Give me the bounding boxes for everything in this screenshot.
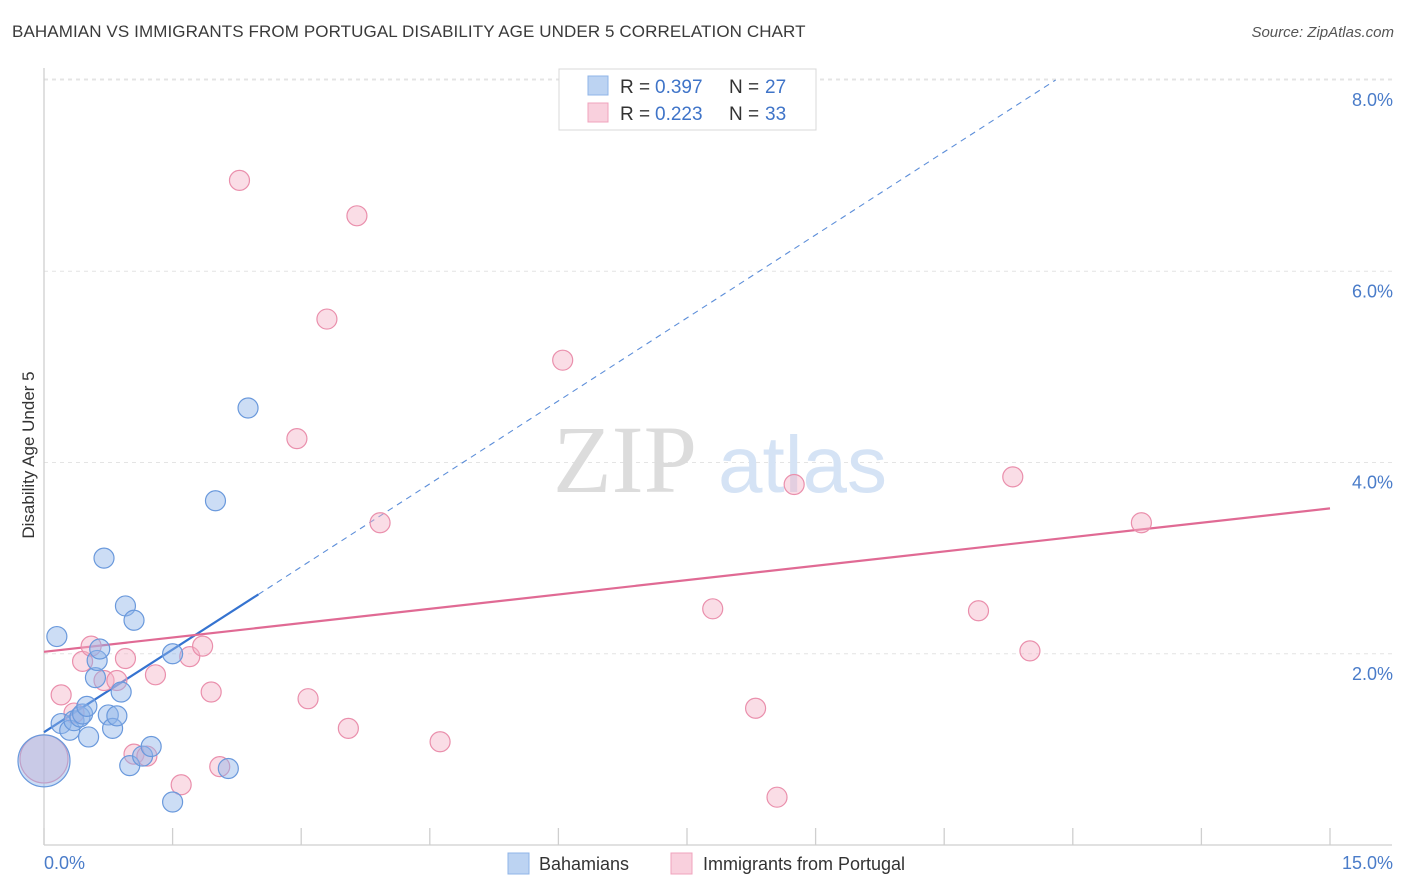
point-bahamians-26 — [237, 397, 259, 419]
x-tick-min: 0.0% — [44, 853, 85, 873]
point-portugal-7 — [114, 647, 137, 670]
stats-legend: R = 0.397 N = 27 R = 0.223 N = 33 — [558, 68, 817, 131]
point-portugal-32 — [1130, 512, 1152, 534]
point-portugal-23 — [429, 731, 451, 753]
legend-r-label-1: R = — [620, 77, 650, 98]
x-tick-max: 15.0% — [1342, 853, 1393, 873]
point-bahamians-19 — [123, 609, 145, 631]
point-portugal-24 — [552, 349, 574, 371]
point-portugal-25 — [702, 598, 724, 620]
series-legend-label-portugal: Immigrants from Portugal — [703, 854, 905, 874]
point-portugal-30 — [1002, 466, 1024, 488]
point-portugal-18 — [297, 688, 319, 710]
gridlines — [44, 78, 1392, 655]
source-label: Source: ZipAtlas.com — [1251, 24, 1394, 41]
point-bahamians-15 — [106, 705, 128, 727]
point-portugal-19 — [316, 308, 338, 330]
legend-swatch-bahamians — [587, 75, 609, 96]
watermark-atlas: atlas — [718, 420, 887, 509]
point-portugal-22 — [369, 512, 391, 534]
point-portugal-6 — [106, 669, 128, 692]
legend-n-label-2: N = — [729, 104, 759, 125]
point-bahamians-14 — [101, 717, 124, 739]
trend-line-0 — [43, 593, 259, 734]
legend-swatch-portugal — [587, 102, 609, 123]
chart-title: BAHAMIAN VS IMMIGRANTS FROM PORTUGAL DIS… — [12, 22, 806, 41]
point-bahamians-2 — [50, 712, 72, 735]
x-axis-ticks — [43, 828, 1331, 845]
series-legend: Bahamians Immigrants from Portugal — [507, 852, 905, 875]
point-portugal-20 — [337, 717, 359, 739]
point-portugal-11 — [170, 774, 192, 796]
point-bahamians-12 — [93, 547, 115, 569]
point-bahamians-22 — [162, 643, 184, 665]
point-bahamians-23 — [162, 791, 184, 813]
point-bahamians-8 — [76, 695, 98, 717]
point-bahamians-4 — [63, 710, 85, 732]
point-bahamians-25 — [217, 757, 239, 780]
data-points — [17, 169, 1152, 813]
point-portugal-15 — [209, 755, 231, 778]
y-tick-labels: 2.0% 4.0% 6.0% 8.0% — [1352, 90, 1393, 684]
point-bahamians-24 — [204, 490, 227, 512]
point-portugal-14 — [200, 681, 222, 703]
legend-r-label-2: R = — [620, 104, 650, 125]
trend-line-extension-0 — [258, 79, 1056, 595]
legend-n-label-1: N = — [729, 77, 759, 98]
point-bahamians-5 — [69, 706, 91, 728]
y-tick-label-1: 4.0% — [1352, 473, 1393, 493]
point-bahamians-0 — [17, 734, 71, 788]
point-bahamians-9 — [77, 726, 100, 748]
point-portugal-28 — [783, 473, 805, 496]
trend-lines — [43, 79, 1331, 734]
point-bahamians-21 — [140, 735, 162, 758]
y-tick-label-2: 6.0% — [1352, 281, 1393, 301]
watermark-zip: ZIP — [553, 406, 697, 513]
y-tick-label-0: 2.0% — [1352, 664, 1393, 684]
legend-n-value-1: 27 — [765, 77, 786, 98]
point-portugal-21 — [346, 205, 368, 227]
legend-r-value-2: 0.223 — [655, 104, 703, 125]
series-legend-swatch-portugal — [670, 852, 693, 875]
legend-r-value-1: 0.397 — [655, 77, 703, 98]
point-portugal-10 — [144, 664, 167, 686]
point-portugal-16 — [228, 169, 251, 192]
point-portugal-5 — [93, 669, 115, 692]
legend-n-value-2: 33 — [765, 104, 786, 125]
series-legend-swatch-bahamians — [507, 852, 530, 875]
trend-line-1 — [43, 507, 1331, 653]
point-bahamians-13 — [97, 704, 119, 726]
point-portugal-17 — [286, 427, 308, 450]
point-portugal-1 — [50, 684, 72, 706]
point-bahamians-16 — [110, 681, 132, 703]
point-portugal-26 — [744, 697, 767, 719]
point-portugal-31 — [1019, 640, 1041, 662]
y-tick-label-3: 8.0% — [1352, 90, 1393, 110]
y-axis-label: Disability Age Under 5 — [19, 371, 38, 538]
series-legend-label-bahamians: Bahamians — [539, 854, 629, 874]
point-portugal-29 — [967, 600, 990, 622]
point-portugal-4 — [80, 635, 102, 657]
point-portugal-13 — [192, 635, 214, 657]
point-bahamians-1 — [46, 625, 68, 648]
point-bahamians-11 — [89, 638, 111, 660]
point-portugal-27 — [766, 786, 788, 808]
point-bahamians-7 — [84, 667, 107, 689]
